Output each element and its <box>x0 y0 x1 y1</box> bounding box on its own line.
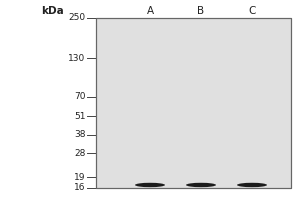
Ellipse shape <box>186 183 216 187</box>
Text: B: B <box>197 6 205 16</box>
Text: 250: 250 <box>68 13 86 22</box>
Text: C: C <box>248 6 256 16</box>
Text: 70: 70 <box>74 92 85 101</box>
Bar <box>96 18 291 188</box>
Text: 19: 19 <box>74 173 85 182</box>
Text: kDa: kDa <box>41 6 64 16</box>
Text: 130: 130 <box>68 54 86 63</box>
Text: 38: 38 <box>74 130 85 139</box>
Ellipse shape <box>237 183 267 187</box>
Text: 51: 51 <box>74 112 85 121</box>
Text: 16: 16 <box>74 184 85 192</box>
Text: 28: 28 <box>74 149 85 158</box>
Text: A: A <box>146 6 154 16</box>
Bar <box>96 18 291 188</box>
Ellipse shape <box>135 183 165 187</box>
